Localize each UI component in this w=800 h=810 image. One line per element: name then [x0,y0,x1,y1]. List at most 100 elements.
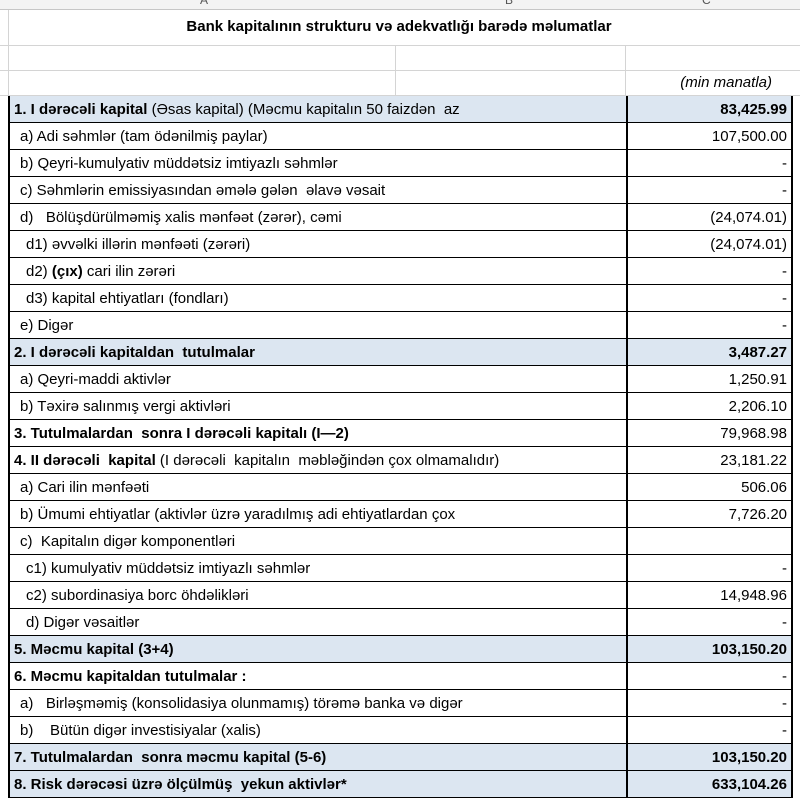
column-header-c[interactable]: C [702,0,711,7]
row-label-cell[interactable]: d1) əvvəlki illərin mənfəəti (zərəri) [8,230,627,258]
row-value-cell[interactable]: - [626,662,793,690]
table-row: b) Təxirə salınmış vergi aktivləri 2,206.… [8,392,793,420]
row-label-text: c2) subordinasiya borc öhdəlikləri [26,586,249,604]
row-label-text: 1. I dərəcəli kapital [14,100,148,118]
sheet-row-unit [0,71,800,96]
row-value-cell[interactable]: - [626,554,793,582]
row-value-cell[interactable] [626,527,793,555]
row-value-cell[interactable]: - [626,689,793,717]
row-label-cell[interactable]: b) Ümumi ehtiyatlar (aktivlər üzrə yarad… [8,500,627,528]
table-row: 7. Tutulmalardan sonra məcmu kapital (5-… [8,743,793,771]
row-label-cell[interactable]: c) Səhmlərin emissiyasından əmələ gələn … [8,176,627,204]
row-label-text: 4. II dərəcəli kapital [14,451,156,469]
row-label-cell[interactable]: 2. I dərəcəli kapitaldan tutulmalar [8,338,627,366]
row-label-text: 3. Tutulmalardan sonra I dərəcəli kapita… [14,424,349,442]
column-header-bar: A B C [0,0,800,10]
row-value-cell[interactable]: - [626,608,793,636]
row-value-cell[interactable]: 1,250.91 [626,365,793,393]
row-label-text: 7. Tutulmalardan sonra məcmu kapital (5-… [14,748,327,766]
table-row: 2. I dərəcəli kapitaldan tutulmalar 3,487… [8,338,793,366]
table-row: d1) əvvəlki illərin mənfəəti (zərəri) (24… [8,230,793,258]
row-label-text: b) Ümumi ehtiyatlar (aktivlər üzrə yarad… [20,505,456,523]
row-label-cell[interactable]: b) Qeyri-kumulyativ müddətsiz imtiyazlı … [8,149,627,177]
row-label-cell[interactable]: a) Qeyri-maddi aktivlər [8,365,627,393]
gridline [8,10,9,96]
row-label-text: d) Digər vəsaitlər [26,613,140,631]
row-label-cell[interactable]: 5. Məcmu kapital (3+4) [8,635,627,663]
row-label-cell[interactable]: e) Digər [8,311,627,339]
row-value-cell[interactable]: 79,968.98 [626,419,793,447]
table-row: 4. II dərəcəli kapital (I dərəcəli kapit… [8,446,793,474]
row-value-cell[interactable]: 103,150.20 [626,635,793,663]
unit-label: (min manatla) [680,74,772,91]
row-label-cell[interactable]: 3. Tutulmalardan sonra I dərəcəli kapita… [8,419,627,447]
table-row: e) Digər - [8,311,793,339]
table-row: d) Bölüşdürülməmiş xalis mənfəət (zərər)… [8,203,793,231]
row-label-text: a) Birləşməmiş (konsolidasiya olunmamış)… [20,694,463,712]
row-label-text: a) Cari ilin mənfəəti [20,478,150,496]
row-label-cell[interactable]: d2) (çıx) cari ilin zərəri [8,257,627,285]
row-label-cell[interactable]: b) Təxirə salınmış vergi aktivləri [8,392,627,420]
row-value-cell[interactable]: - [626,257,793,285]
row-label-cell[interactable]: b) Bütün digər investisiyalar (xalis) [8,716,627,744]
row-label-text: c) Kapitalın digər komponentləri [20,532,236,550]
row-value-cell[interactable]: 3,487.27 [626,338,793,366]
row-value-cell[interactable]: 83,425.99 [626,96,793,123]
row-label-text: (Əsas kapital) (Məcmu kapitalın 50 faizd… [147,100,460,118]
sheet-row-empty [0,46,800,71]
row-value-cell[interactable]: - [626,311,793,339]
row-label-cell[interactable]: d3) kapital ehtiyatları (fondları) [8,284,627,312]
row-value-cell[interactable]: 7,726.20 [626,500,793,528]
row-value-cell[interactable]: 633,104.26 [626,770,793,798]
row-label-text: d3) kapital ehtiyatları (fondları) [26,289,229,307]
gridline [395,46,396,96]
row-label-text: c1) kumulyativ müddətsiz imtiyazlı səhml… [26,559,311,577]
row-label-cell[interactable]: a) Adi səhmlər (tam ödənilmiş paylar) [8,122,627,150]
row-label-text: 8. Risk dərəcəsi üzrə ölçülmüş yekun akt… [14,775,347,793]
row-label-cell[interactable]: d) Digər vəsaitlər [8,608,627,636]
row-label-cell[interactable]: c) Kapitalın digər komponentləri [8,527,627,555]
row-label-cell[interactable]: 8. Risk dərəcəsi üzrə ölçülmüş yekun akt… [8,770,627,798]
row-label-cell[interactable]: a) Cari ilin mənfəəti [8,473,627,501]
table-row: b) Ümumi ehtiyatlar (aktivlər üzrə yarad… [8,500,793,528]
row-label-text: b) Təxirə salınmış vergi aktivləri [20,397,231,415]
row-value-cell[interactable]: - [626,284,793,312]
row-label-cell[interactable]: 4. II dərəcəli kapital (I dərəcəli kapit… [8,446,627,474]
table-row: c) Kapitalın digər komponentləri [8,527,793,555]
table-row: 1. I dərəcəli kapital (Əsas kapital) (Mə… [8,96,793,123]
row-value-cell[interactable]: - [626,176,793,204]
row-value-cell[interactable]: 23,181.22 [626,446,793,474]
row-label-text: (I dərəcəli kapitalın məbləğindən çox ol… [155,451,500,469]
table-row: b) Bütün digər investisiyalar (xalis) - [8,716,793,744]
table-row: 8. Risk dərəcəsi üzrə ölçülmüş yekun akt… [8,770,793,798]
row-label-text: d) Bölüşdürülməmiş xalis mənfəət (zərər)… [20,208,342,226]
row-value-cell[interactable]: 14,948.96 [626,581,793,609]
table-row: c1) kumulyativ müddətsiz imtiyazlı səhml… [8,554,793,582]
row-label-text: 5. Məcmu kapital (3+4) [14,640,174,658]
row-label-cell[interactable]: 1. I dərəcəli kapital (Əsas kapital) (Mə… [8,96,627,123]
row-label-cell[interactable]: a) Birləşməmiş (konsolidasiya olunmamış)… [8,689,627,717]
row-value-cell[interactable]: - [626,149,793,177]
row-label-text: (çıx) [51,262,83,280]
row-label-cell[interactable]: d) Bölüşdürülməmiş xalis mənfəət (zərər)… [8,203,627,231]
row-value-cell[interactable]: - [626,716,793,744]
sheet-row-title [0,10,800,46]
row-label-text: a) Qeyri-maddi aktivlər [20,370,171,388]
row-value-cell[interactable]: 2,206.10 [626,392,793,420]
table-row: a) Qeyri-maddi aktivlər 1,250.91 [8,365,793,393]
row-value-cell[interactable]: (24,074.01) [626,203,793,231]
column-header-a[interactable]: A [200,0,209,7]
table-row: a) Birləşməmiş (konsolidasiya olunmamış)… [8,689,793,717]
capital-table: 1. I dərəcəli kapital (Əsas kapital) (Mə… [8,96,793,798]
row-label-text: b) Bütün digər investisiyalar (xalis) [20,721,261,739]
row-value-cell[interactable]: 103,150.20 [626,743,793,771]
row-value-cell[interactable]: 506.06 [626,473,793,501]
row-label-cell[interactable]: c2) subordinasiya borc öhdəlikləri [8,581,627,609]
column-header-b[interactable]: B [505,0,514,7]
row-label-cell[interactable]: c1) kumulyativ müddətsiz imtiyazlı səhml… [8,554,627,582]
row-value-cell[interactable]: (24,074.01) [626,230,793,258]
row-label-cell[interactable]: 6. Məcmu kapitaldan tutulmalar : [8,662,627,690]
row-label-cell[interactable]: 7. Tutulmalardan sonra məcmu kapital (5-… [8,743,627,771]
table-row: d) Digər vəsaitlər - [8,608,793,636]
row-value-cell[interactable]: 107,500.00 [626,122,793,150]
